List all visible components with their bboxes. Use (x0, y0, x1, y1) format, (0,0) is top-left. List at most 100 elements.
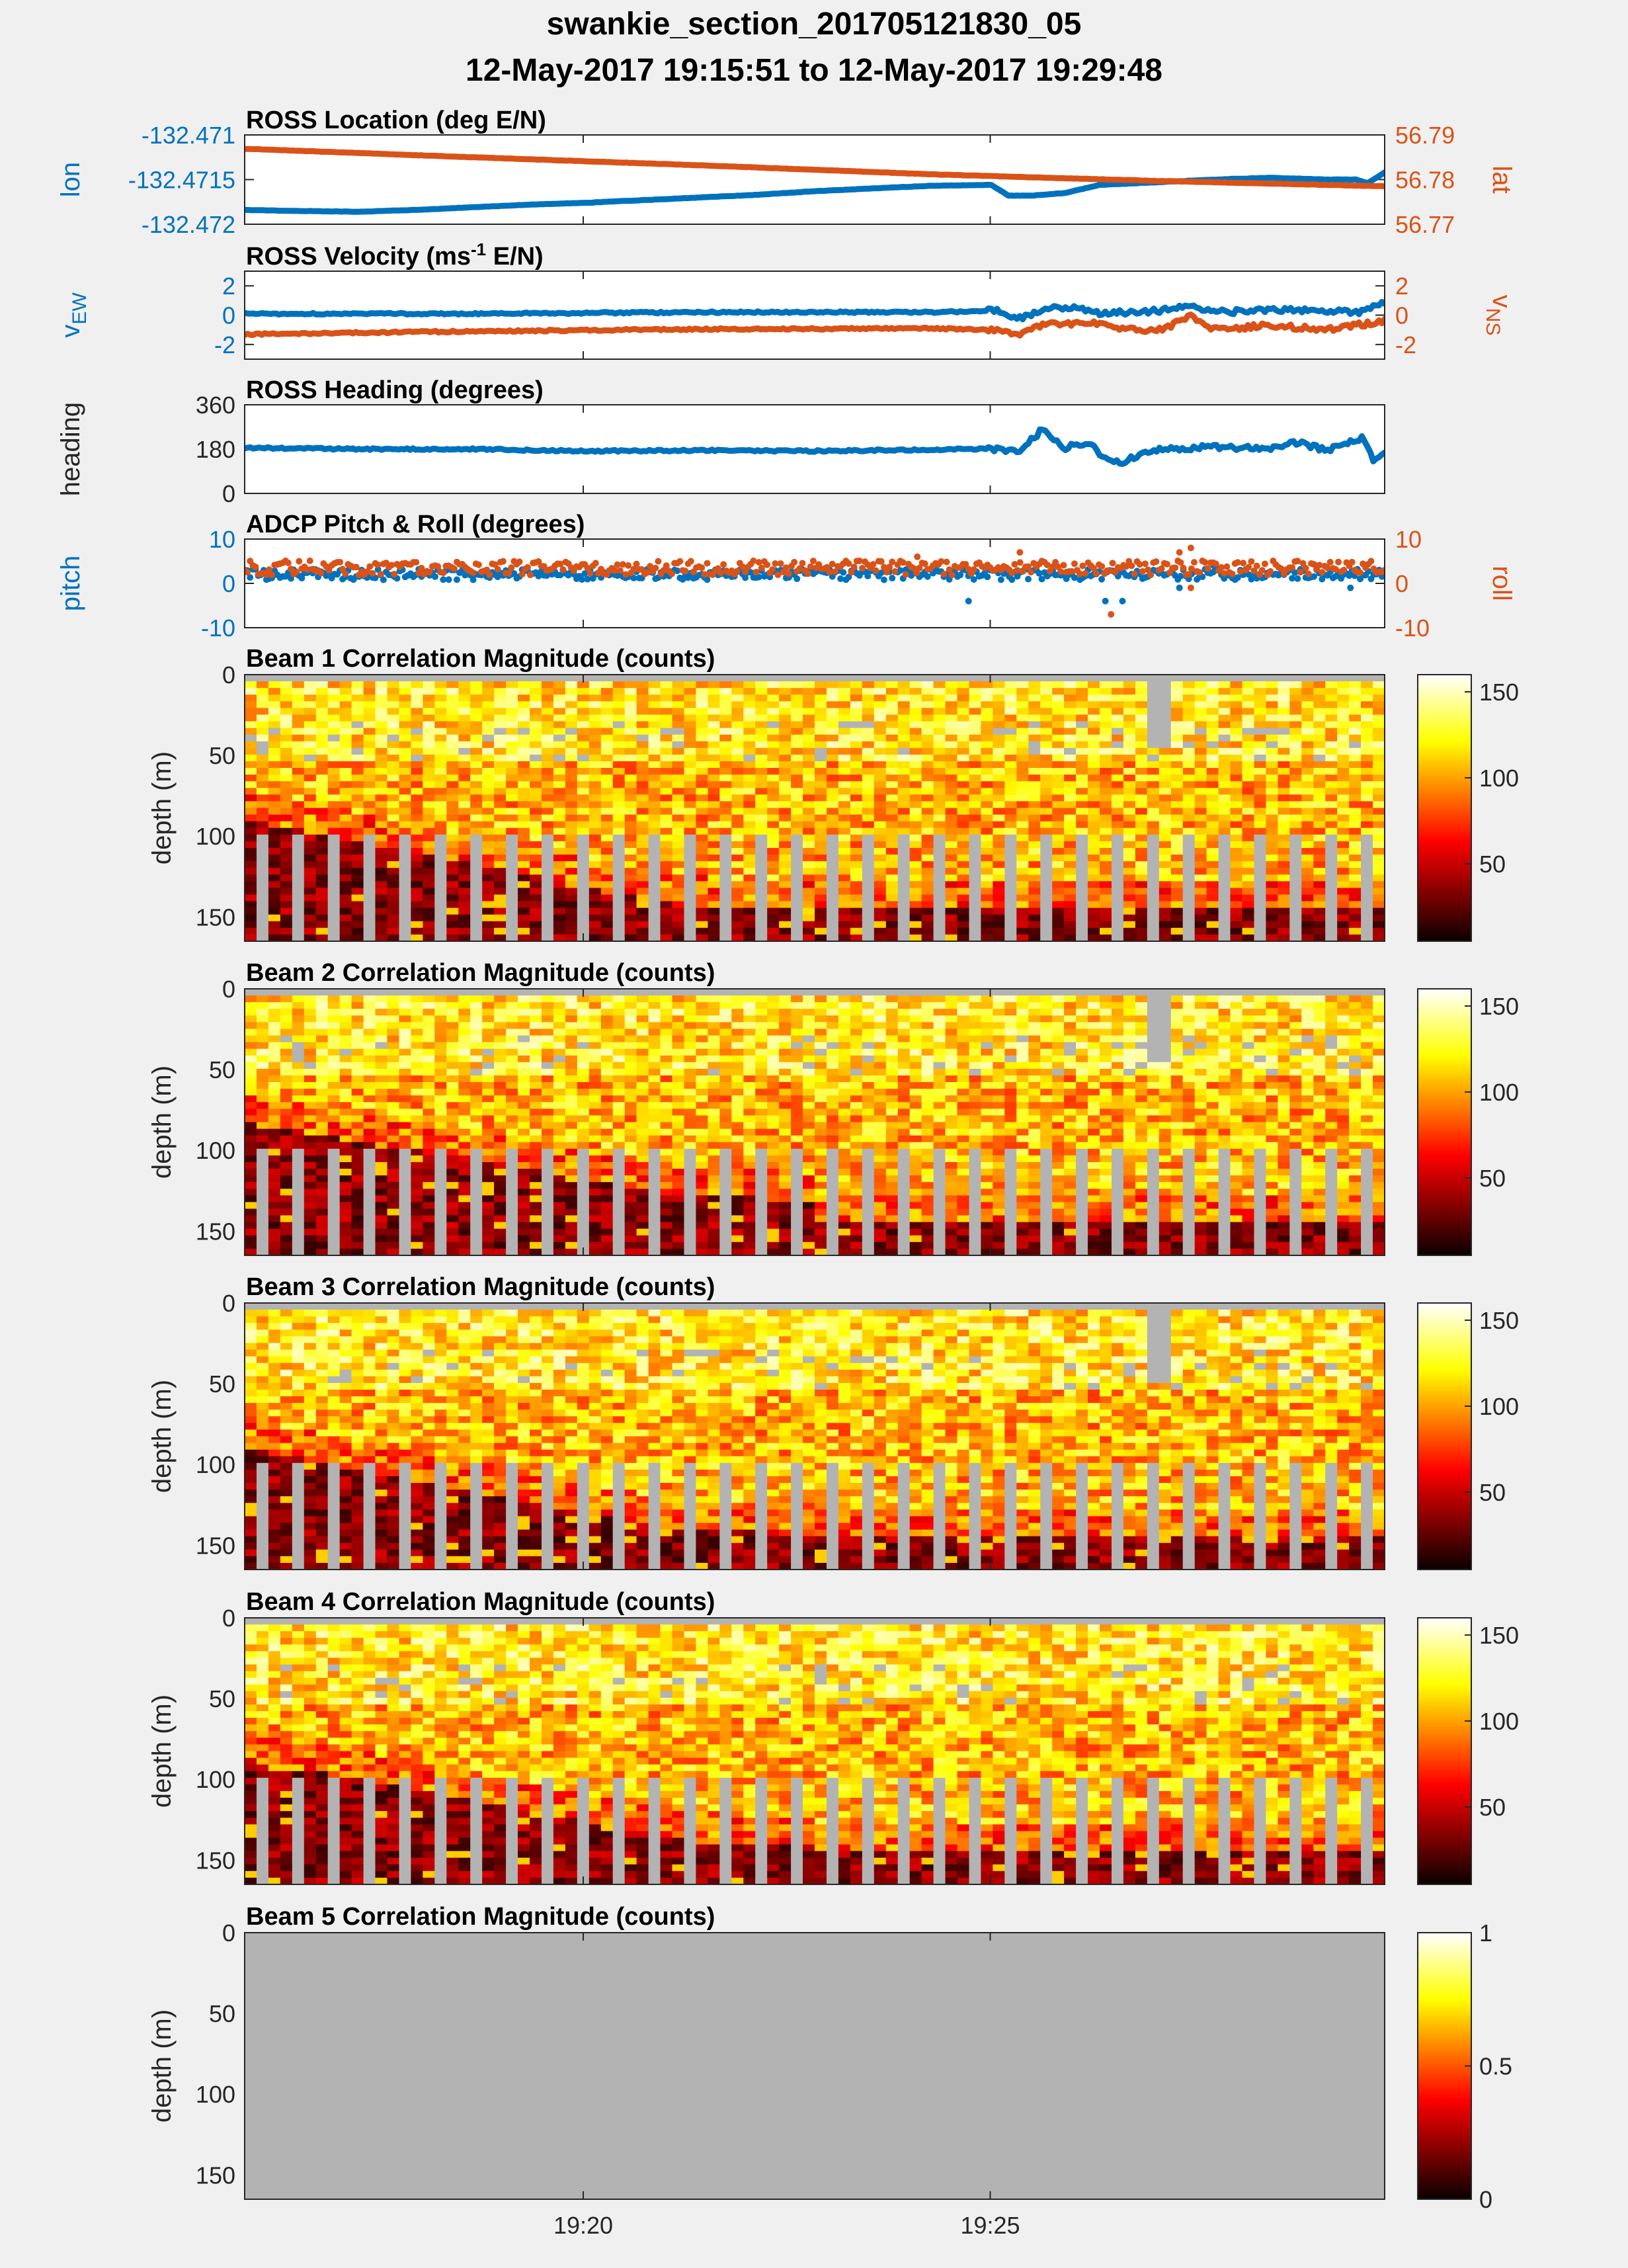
panel-4-series-2-point-361 (1223, 564, 1230, 570)
heatmap-1-cell-41-26 (731, 848, 744, 855)
heatmap-1-cell-56-17 (910, 788, 922, 795)
heatmap-1-cell-6-18 (316, 794, 329, 802)
heatmap-1-cell-23-6 (518, 715, 530, 722)
heatmap-1-cell-60-36 (957, 915, 970, 922)
heatmap-1-cell-77-5 (1159, 708, 1172, 715)
heatmap-1-cell-53-15 (874, 775, 887, 782)
heatmap-1-cell-74-6 (1123, 715, 1136, 722)
heatmap-1-cell-72-27 (1100, 855, 1112, 862)
heatmap-1-cell-53-22 (874, 821, 887, 829)
heatmap-1-cell-74-32 (1123, 888, 1136, 895)
heatmap-1-cell-92-15 (1337, 775, 1350, 782)
heatmap-1-cell-67-2 (1040, 688, 1053, 695)
heatmap-1-cell-62-14 (981, 768, 993, 775)
heatmap-2-cell-0-0 (245, 989, 257, 996)
panel-4-series-2-point-232 (873, 567, 879, 574)
heatmap-1-cell-64-8 (1004, 728, 1017, 735)
panel-4-series-2-point-47 (369, 570, 376, 577)
heatmap-1-cell-71-29 (1088, 868, 1100, 875)
heatmap-1-cell-91-7 (1325, 722, 1338, 729)
heatmap-1-cell-12-31 (387, 881, 400, 888)
heatmap-1-cell-36-34 (672, 902, 685, 909)
heatmap-1-cell-94-13 (1361, 761, 1373, 769)
heatmap-1-cell-20-34 (482, 902, 495, 909)
heatmap-1-cell-31-25 (613, 841, 626, 849)
heatmap-1-cell-24-3 (530, 694, 542, 702)
heatmap-1-cell-41-34 (731, 902, 744, 909)
heatmap-1-cell-85-29 (1254, 868, 1267, 875)
heatmap-1-cell-84-20 (1242, 808, 1255, 816)
heatmap-2-cell-3-25 (280, 1155, 293, 1163)
heatmap-1-cell-46-14 (791, 768, 803, 775)
heatmap-1-cell-85-12 (1254, 755, 1267, 762)
heatmap-1-cell-77-36 (1159, 915, 1172, 922)
heatmap-1-cell-61-9 (969, 735, 982, 742)
heatmap-2-cell-1-12 (257, 1069, 269, 1076)
figure-title: swankie_section_201705121830_05 (547, 7, 1082, 42)
heatmap-1-cell-24-21 (530, 815, 542, 822)
heatmap-1-cell-11-1 (376, 681, 388, 689)
heatmap-1-cell-68-31 (1052, 881, 1065, 888)
heatmap-1-cell-13-25 (399, 841, 412, 849)
heatmap-1-cell-20-21 (482, 815, 495, 822)
heatmap-1-cell-84-38 (1242, 928, 1255, 935)
heatmap-1-cell-84-30 (1242, 874, 1255, 882)
heatmap-1-cell-48-29 (815, 868, 827, 875)
heatmap-1-cell-72-13 (1100, 761, 1112, 769)
heatmap-1-cell-11-17 (376, 788, 388, 795)
heatmap-1-cell-86-38 (1266, 928, 1278, 935)
heatmap-1-cell-29-15 (589, 775, 602, 782)
heatmap-1-cell-84-37 (1242, 921, 1255, 929)
heatmap-1-cell-88-29 (1289, 868, 1302, 875)
panel-4-series-2-point-71 (434, 563, 441, 569)
heatmap-1-cell-80-28 (1195, 861, 1207, 868)
heatmap-1-cell-60-21 (957, 815, 970, 822)
heatmap-1-cell-53-32 (874, 888, 887, 895)
heatmap-1-cell-12-22 (387, 821, 400, 829)
heatmap-1-cell-9-11 (352, 748, 364, 755)
heatmap-1-cell-48-6 (815, 715, 827, 722)
heatmap-1-cell-55-23 (898, 828, 911, 835)
heatmap-1-cell-29-26 (589, 848, 602, 855)
heatmap-1-cell-68-12 (1052, 755, 1065, 762)
heatmap-1-cell-66-36 (1028, 915, 1041, 922)
panel-4-series-2-point-305 (1071, 560, 1078, 567)
panel-4-series-2-point-188 (753, 569, 760, 575)
heatmap-1-cell-28-14 (577, 768, 590, 775)
heatmap-1-cell-61-34 (969, 902, 982, 909)
heatmap-1-cell-10-14 (364, 768, 376, 775)
heatmap-1-cell-72-12 (1100, 755, 1112, 762)
heatmap-1-cell-49-21 (827, 815, 839, 822)
heatmap-1-cell-89-1 (1301, 681, 1314, 689)
heatmap-1-cell-23-25 (518, 841, 530, 849)
heatmap-1-cell-71-3 (1088, 694, 1100, 702)
heatmap-1-cell-8-20 (340, 808, 352, 816)
heatmap-1-cell-24-17 (530, 788, 542, 795)
heatmap-1-cell-8-28 (340, 861, 352, 868)
heatmap-1-cell-54-32 (886, 888, 899, 895)
heatmap-1-cell-47-32 (803, 888, 815, 895)
heatmap-1-cell-27-39 (565, 935, 578, 942)
heatmap-1-cell-12-7 (387, 722, 400, 729)
heatmap-1-cell-76-3 (1147, 694, 1160, 702)
heatmap-1-cell-93-14 (1349, 768, 1362, 775)
heatmap-1-cell-29-18 (589, 794, 602, 802)
heatmap-1-cell-90-21 (1313, 815, 1326, 822)
heatmap-1-cell-36-0 (672, 675, 685, 682)
heatmap-1-cell-49-12 (827, 755, 839, 762)
panel-4-series-1-outlier-3 (1176, 585, 1183, 591)
heatmap-1-cell-49-29 (827, 868, 839, 875)
heatmap-1-cell-22-5 (506, 708, 518, 715)
heatmap-1-cell-8-35 (340, 908, 352, 915)
heatmap-1-cell-82-36 (1219, 915, 1231, 922)
heatmap-1-cell-32-5 (625, 708, 637, 715)
heatmap-1-cell-13-31 (399, 881, 412, 888)
heatmap-2-cell-3-17 (280, 1102, 293, 1109)
heatmap-1-cell-35-23 (661, 828, 673, 835)
heatmap-2-cell-4-0 (292, 989, 305, 996)
heatmap-1-cell-11-12 (376, 755, 388, 762)
heatmap-1-cell-79-8 (1183, 728, 1196, 735)
heatmap-1-cell-45-11 (779, 748, 792, 755)
heatmap-1-cell-21-22 (494, 821, 507, 829)
heatmap-1-cell-27-24 (565, 835, 578, 842)
